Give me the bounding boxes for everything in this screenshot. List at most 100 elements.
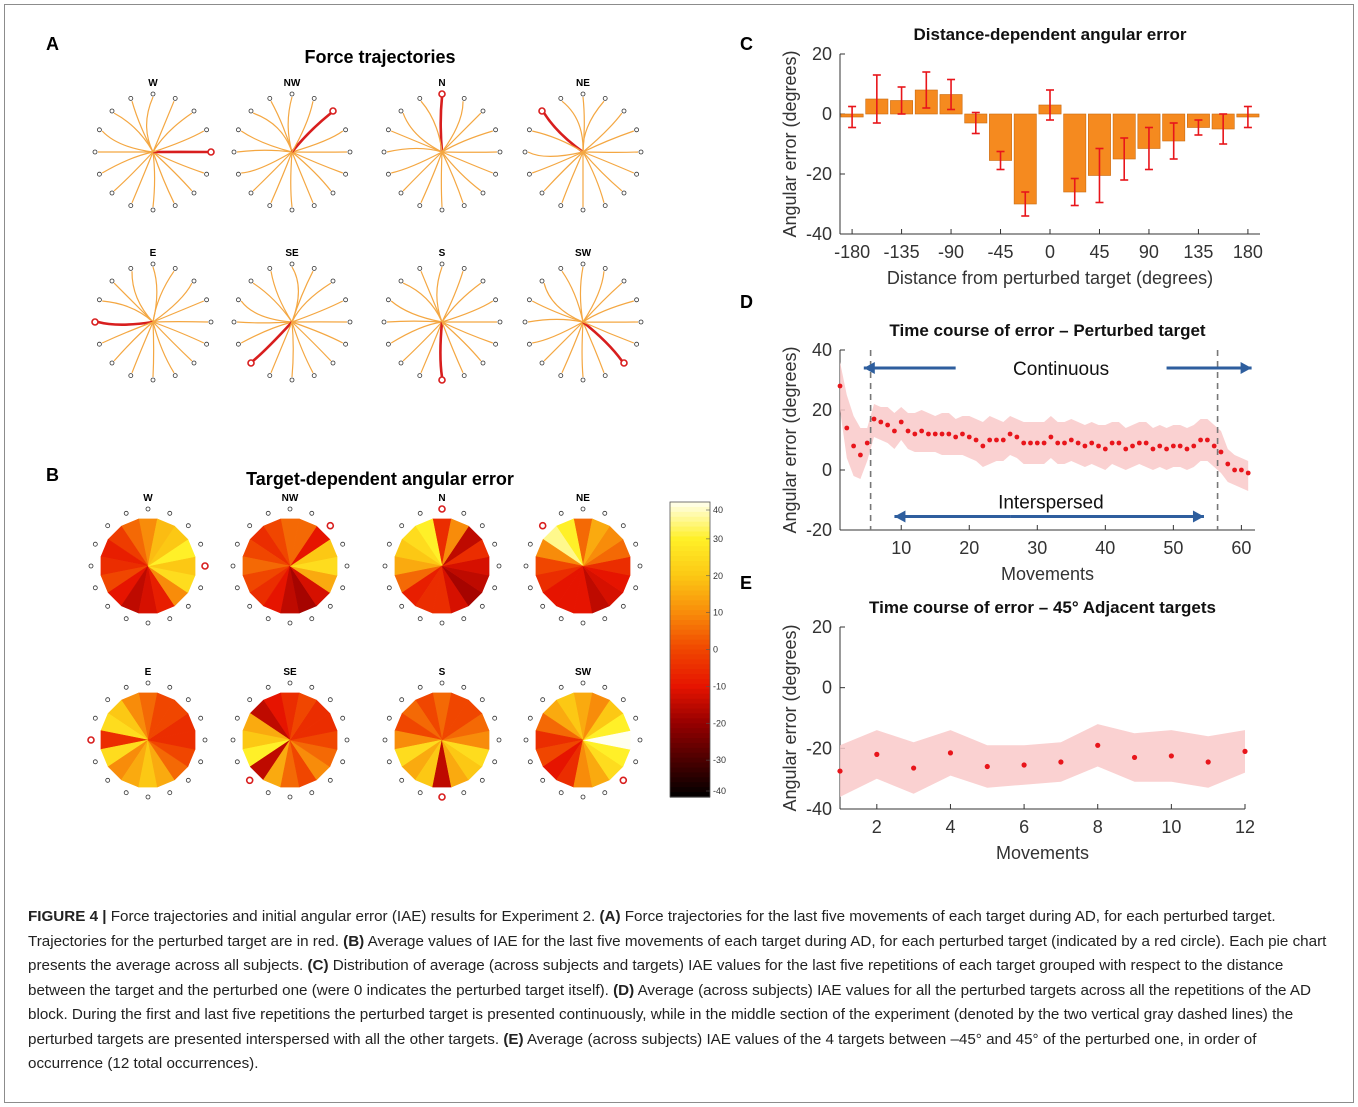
- target-marker: [523, 737, 529, 743]
- caption-b-tag: (B): [343, 932, 365, 950]
- trajectory: [291, 270, 314, 323]
- target-marker: [526, 297, 532, 303]
- perturbed-trajectory: [252, 321, 293, 362]
- trajectory: [420, 100, 443, 153]
- trajectory: [441, 321, 482, 362]
- colorbar-step: [670, 718, 710, 724]
- target-marker: [558, 790, 564, 796]
- colorbar-step: [670, 506, 710, 513]
- colorbar-step: [670, 516, 710, 523]
- pie-slice: [289, 518, 318, 567]
- target-marker: [439, 620, 445, 626]
- data-point: [1245, 470, 1251, 476]
- target-marker: [185, 697, 191, 703]
- target-marker: [398, 190, 404, 196]
- caption-b-text: Average values of IAE for the last five …: [28, 932, 1327, 975]
- trajectory: [441, 151, 494, 174]
- trajectory: [582, 321, 635, 344]
- trajectory: [113, 151, 154, 192]
- target-marker: [492, 541, 498, 547]
- x-axis-label: Movements: [996, 843, 1089, 863]
- colorbar-step: [670, 531, 710, 538]
- trajectory: [101, 321, 154, 344]
- trajectory: [441, 321, 494, 344]
- trajectory: [152, 151, 204, 174]
- trajectory: [152, 151, 175, 204]
- trajectory: [152, 151, 156, 208]
- trajectory: [291, 321, 332, 362]
- data-point: [1170, 443, 1176, 449]
- target-marker: [539, 360, 545, 366]
- target-marker: [496, 737, 502, 743]
- trajectory: [532, 130, 584, 153]
- target-marker: [191, 190, 197, 196]
- target-marker: [386, 715, 392, 721]
- confidence-band: [840, 724, 1245, 797]
- target-marker: [204, 171, 209, 177]
- trajectory: [152, 300, 205, 323]
- trajectory: [440, 151, 443, 208]
- target-marker: [267, 95, 273, 101]
- target-marker: [145, 794, 151, 800]
- data-point: [966, 434, 972, 440]
- target-marker: [311, 265, 317, 271]
- trajectory: [270, 271, 293, 323]
- colorbar-tick-label: -20: [713, 718, 726, 728]
- data-point: [1242, 748, 1248, 754]
- target-marker: [88, 563, 94, 569]
- target-marker: [327, 697, 333, 703]
- y-axis-label: Angular error (degrees): [780, 624, 800, 811]
- trajectory: [101, 151, 154, 174]
- target-marker: [633, 759, 639, 765]
- target-marker: [386, 759, 392, 765]
- trajectory: [527, 318, 584, 323]
- wheel-label: SW: [574, 667, 592, 678]
- target-marker: [580, 207, 586, 213]
- target-marker: [198, 585, 204, 591]
- target-marker: [309, 684, 315, 690]
- trajectory: [386, 320, 443, 323]
- colorbar-step: [670, 624, 710, 631]
- target-marker: [637, 563, 643, 569]
- data-point: [1116, 440, 1122, 446]
- trajectory: [152, 321, 175, 374]
- trajectory: [291, 151, 314, 204]
- data-point: [1075, 440, 1081, 446]
- trajectory: [252, 112, 293, 153]
- colorbar-step: [670, 615, 710, 621]
- target-marker: [128, 373, 134, 378]
- trajectory: [241, 151, 293, 174]
- target-marker: [558, 684, 564, 690]
- panel-label-a: A: [46, 34, 59, 54]
- colorbar-tick-label: 30: [713, 534, 723, 544]
- y-tick-label: 40: [812, 340, 832, 360]
- error-pie: [523, 506, 643, 626]
- target-marker: [208, 319, 214, 325]
- trajectory: [291, 282, 332, 323]
- trajectory: [152, 100, 175, 153]
- trajectory: [581, 321, 584, 378]
- target-marker: [330, 278, 336, 284]
- target-marker: [202, 737, 208, 743]
- y-axis-label: Angular error (degrees): [780, 50, 800, 237]
- continuous-arrow-left-head: [863, 362, 875, 374]
- wheel-label: SE: [283, 667, 297, 678]
- trajectory: [441, 321, 464, 374]
- data-point: [1068, 437, 1074, 443]
- trajectory: [582, 112, 623, 153]
- colorbar-step: [670, 664, 710, 670]
- x-tick-label: 45: [1089, 242, 1109, 262]
- trajectory-wheel: [522, 91, 644, 213]
- colorbar-step: [670, 511, 710, 518]
- target-marker: [417, 373, 423, 378]
- target-marker: [150, 377, 156, 383]
- chart-c-distance-error: 20 0 -20 -40-180 -135 -90 -45 0 45 90 135 180 Distan…: [780, 25, 1263, 288]
- trajectory: [582, 282, 623, 323]
- target-marker: [185, 777, 191, 783]
- y-tick-label: -20: [806, 164, 832, 184]
- target-marker: [204, 341, 209, 347]
- x-tick-label: 2: [872, 817, 882, 837]
- perturbed-target-marker: [538, 107, 546, 115]
- x-tick-label: 90: [1139, 242, 1159, 262]
- data-point: [1007, 431, 1013, 437]
